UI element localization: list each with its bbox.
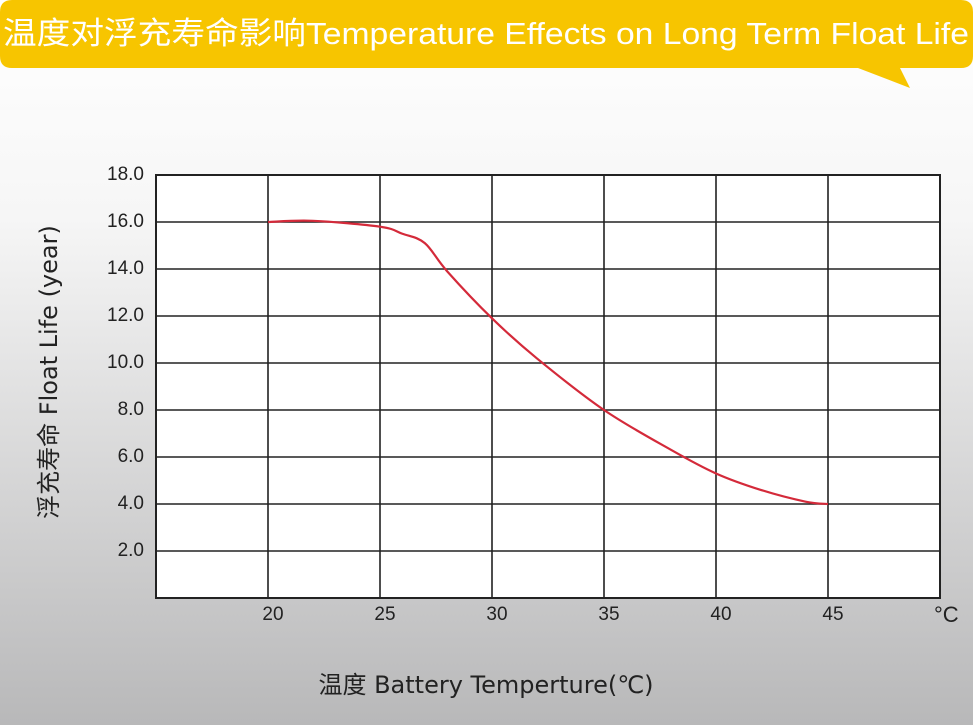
- y-tick-label: 16.0: [107, 211, 144, 232]
- y-tick-label: 4.0: [118, 493, 144, 514]
- y-tick-label: 14.0: [107, 258, 144, 279]
- x-tick-label: 20: [262, 604, 283, 625]
- chart-title: 温度对浮充寿命影响Temperature Effects on Long Ter…: [3, 16, 969, 51]
- y-tick-label: 6.0: [118, 446, 144, 467]
- y-tick-label: 2.0: [118, 540, 144, 561]
- plot-area: [155, 174, 941, 599]
- y-axis-title: 浮充寿命 Float Life (year): [35, 225, 63, 519]
- x-tick-label: 40: [710, 604, 731, 625]
- x-tick-label: 35: [598, 604, 619, 625]
- x-tick-label: 25: [374, 604, 395, 625]
- y-tick-label: 8.0: [118, 399, 144, 420]
- title-banner: [0, 0, 973, 88]
- y-tick-label: 12.0: [107, 305, 144, 326]
- data-line: [267, 219, 829, 506]
- y-tick-label: 10.0: [107, 352, 144, 373]
- x-tick-label: 45: [822, 604, 843, 625]
- y-tick-label: 18.0: [107, 164, 144, 185]
- x-tick-label: 30: [486, 604, 507, 625]
- x-axis-title: 温度 Battery Temperture(℃): [318, 671, 653, 699]
- x-unit-label: °C: [934, 602, 959, 627]
